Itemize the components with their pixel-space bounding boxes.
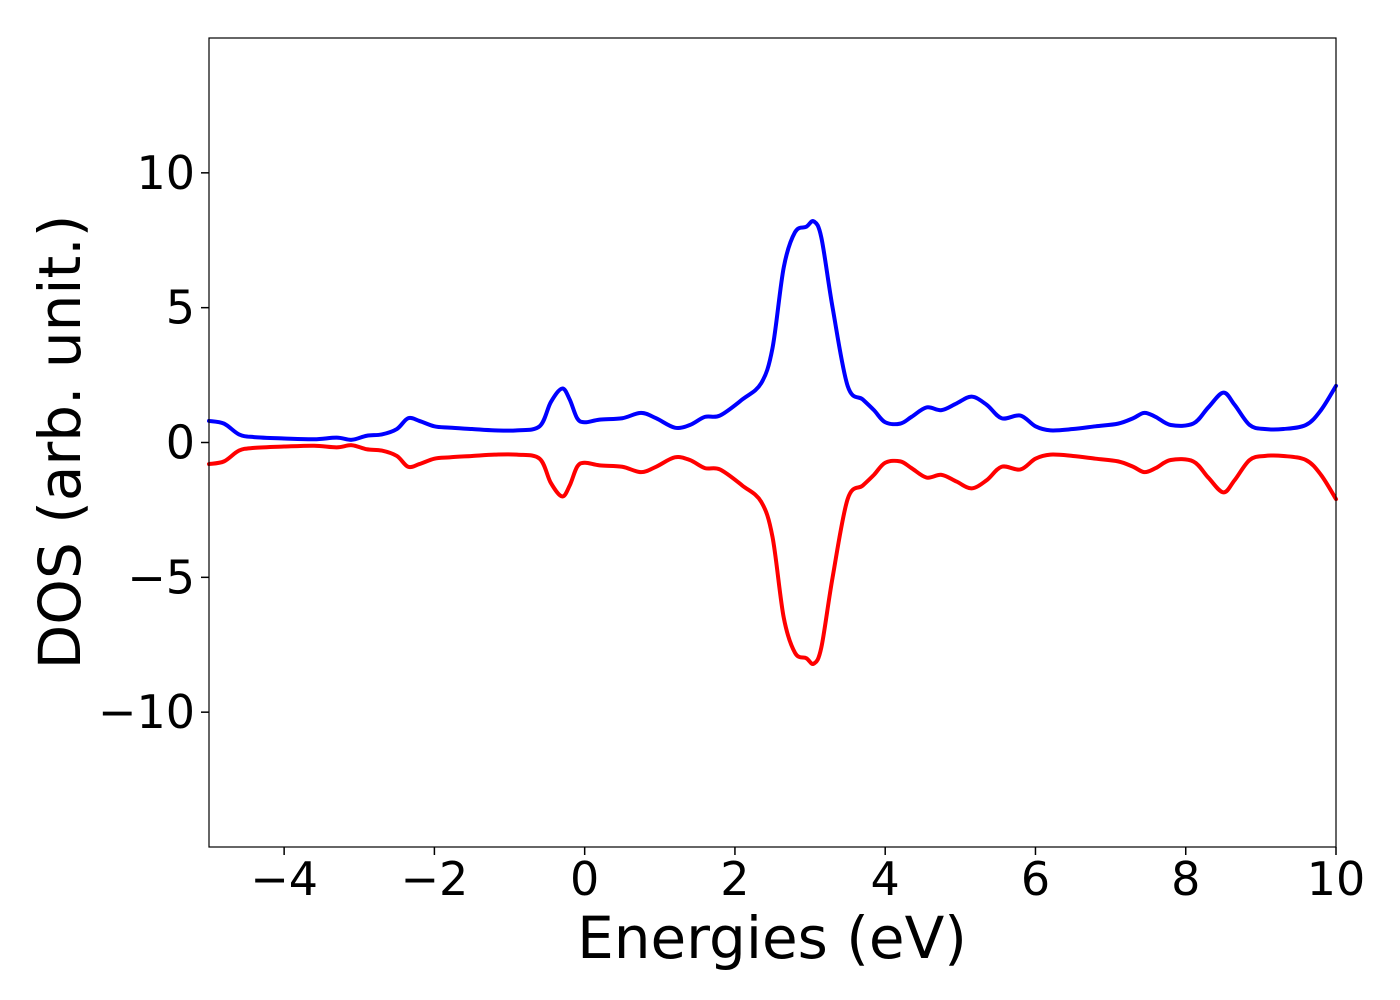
- x-tick-label: −4: [250, 852, 318, 906]
- y-tick-label: 5: [166, 281, 195, 335]
- y-tick-label: 0: [166, 416, 195, 470]
- x-tick-label: 2: [720, 852, 749, 906]
- x-tick-label: 6: [1021, 852, 1050, 906]
- y-axis-title: DOS (arb. unit.): [26, 215, 94, 670]
- series-1-line: [207, 219, 1338, 442]
- x-axis-title: Energies (eV): [577, 904, 967, 972]
- x-tick-label: −2: [400, 852, 468, 906]
- y-tick-label: −10: [98, 685, 195, 739]
- y-tick-label: 10: [136, 146, 195, 200]
- x-tick-label: 4: [871, 852, 900, 906]
- x-tick-label: 8: [1171, 852, 1200, 906]
- plot-frame: [208, 37, 1337, 848]
- x-axis: −4 −2 0 2 4 6 8 10: [250, 847, 1365, 906]
- series-2-line: [207, 443, 1338, 666]
- y-axis: 10 5 0 −5 −10: [98, 146, 209, 739]
- x-tick-label: 10: [1307, 852, 1366, 906]
- x-tick-label: 0: [570, 852, 599, 906]
- y-tick-label: −5: [127, 550, 195, 604]
- plot-series: [207, 219, 1338, 666]
